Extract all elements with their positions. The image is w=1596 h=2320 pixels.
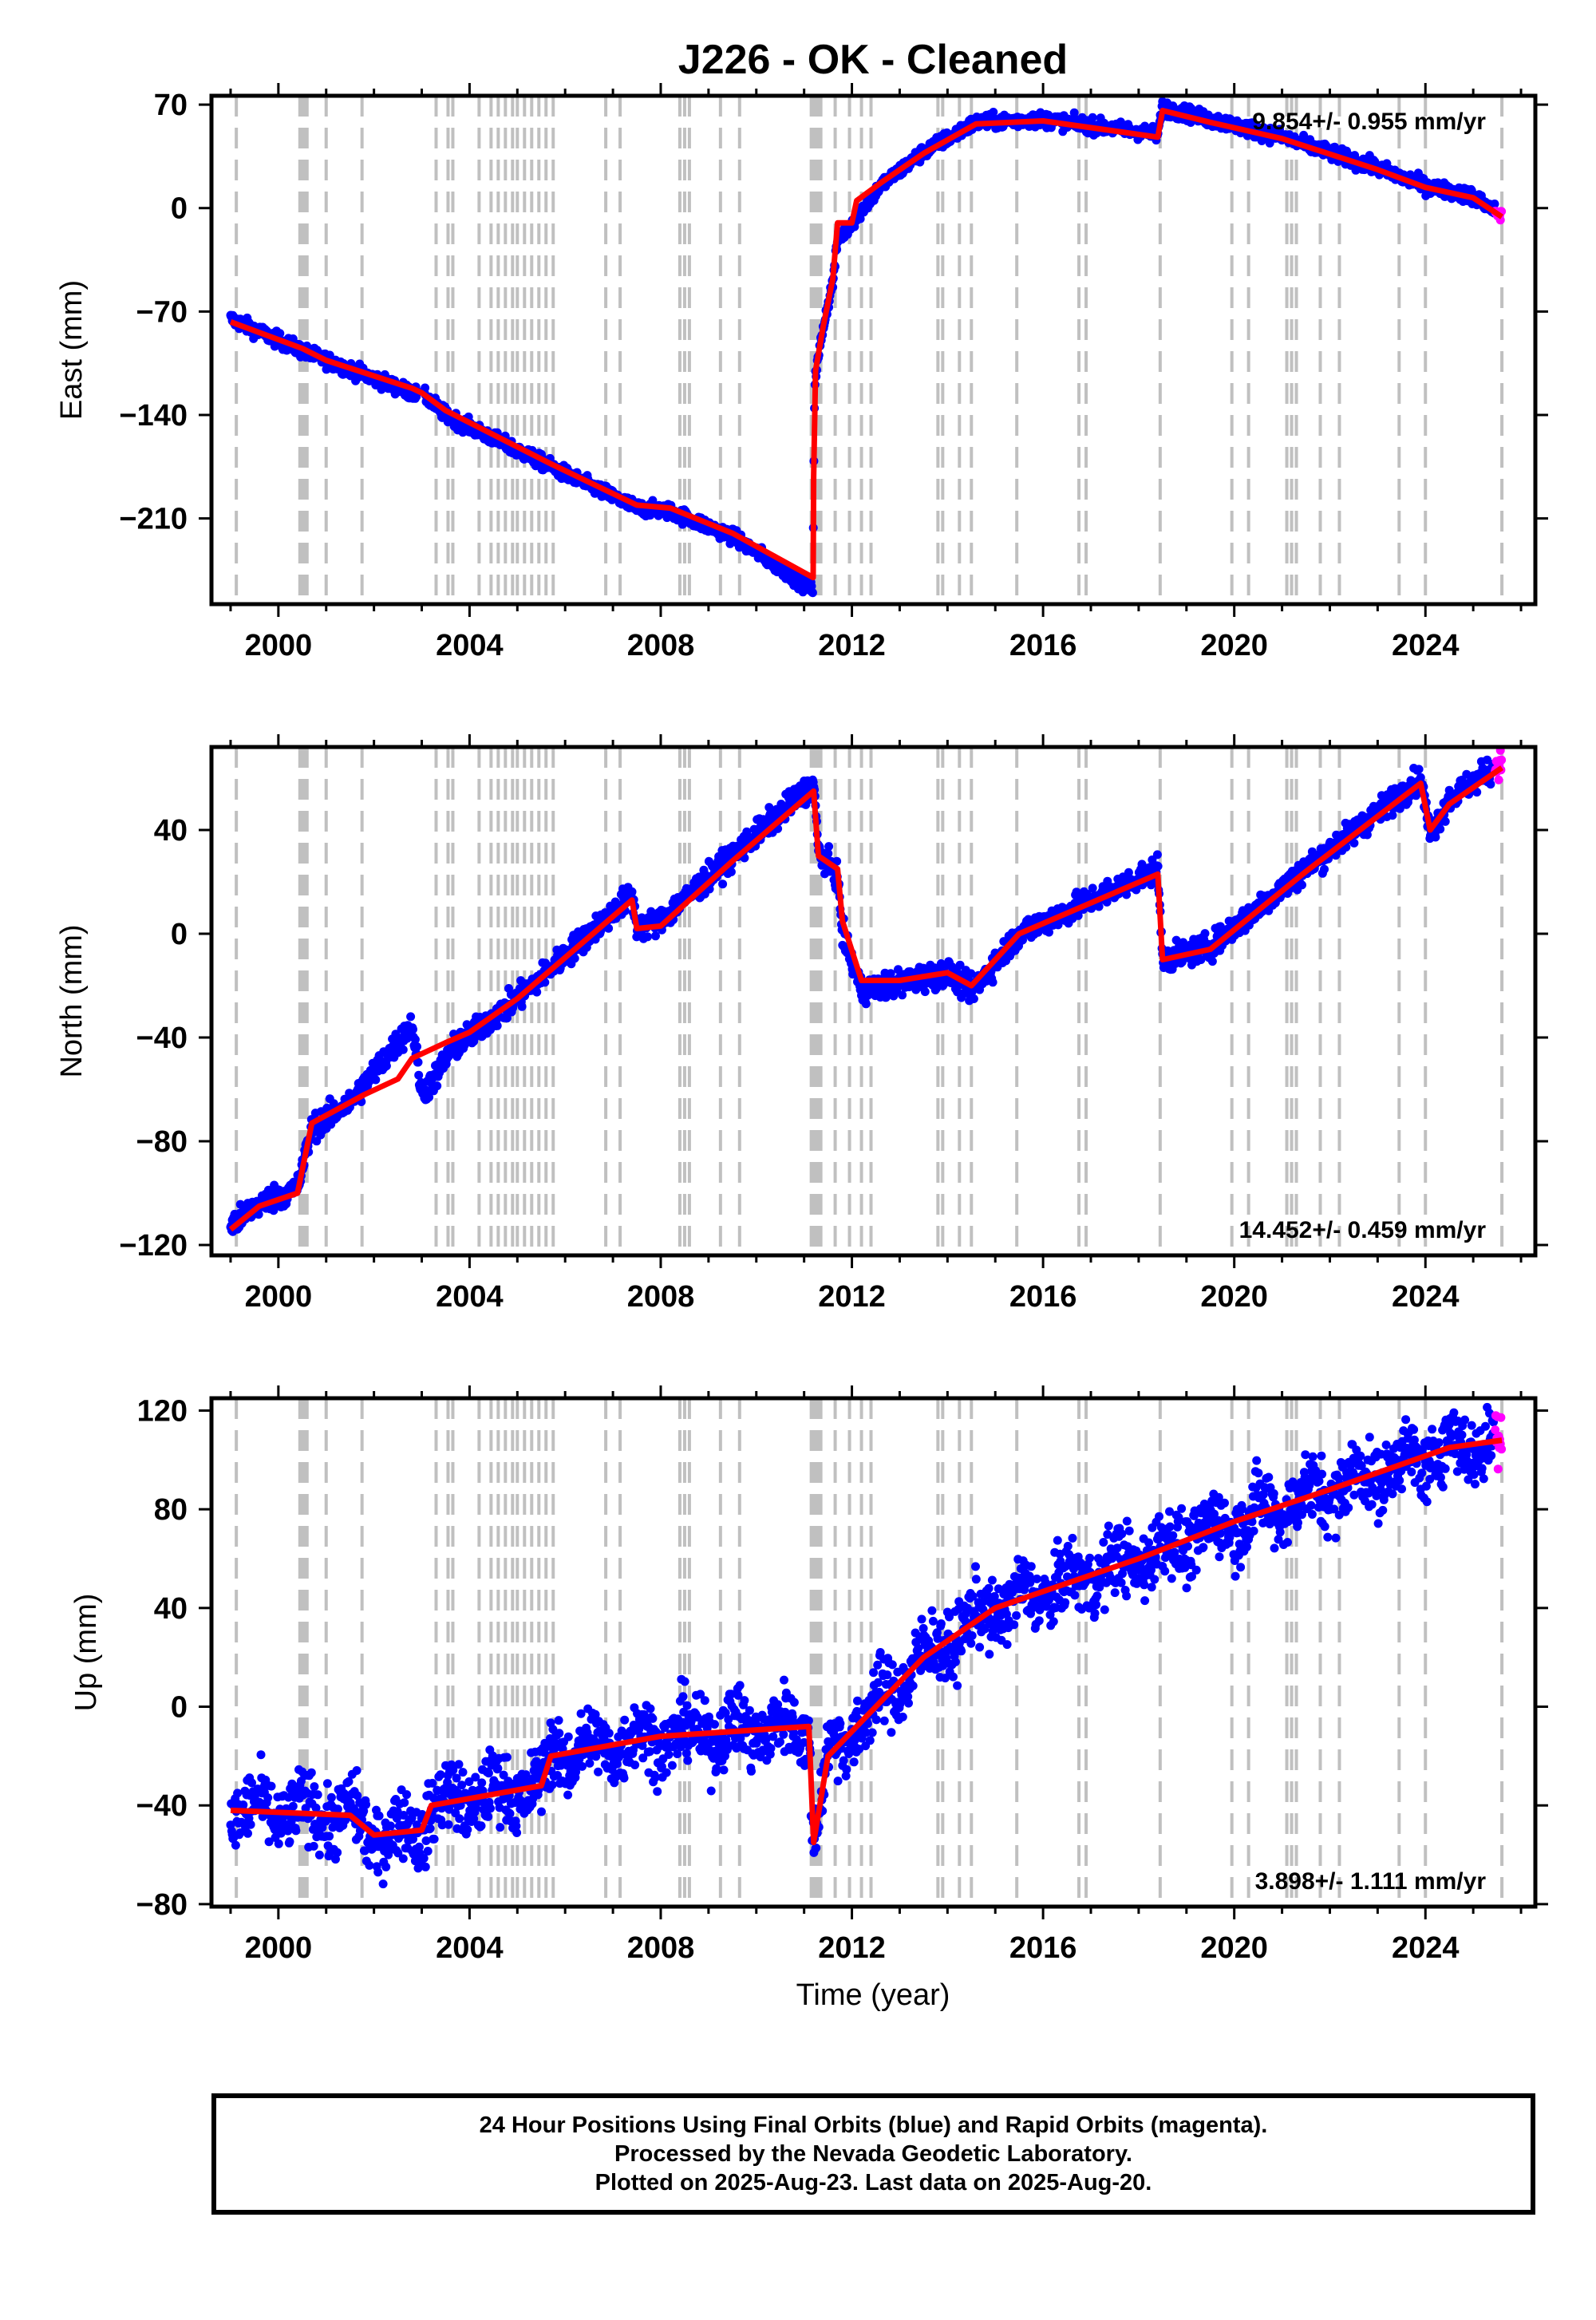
final-orbit-point (921, 987, 930, 996)
x-tick-label: 2020 (1200, 1280, 1268, 1314)
final-orbit-point (989, 978, 998, 986)
y-tick-label: 70 (154, 89, 188, 122)
x-tick-label: 2016 (1009, 629, 1077, 662)
final-orbit-point (628, 887, 637, 896)
final-orbit-point (382, 1061, 391, 1070)
x-tick-label: 2012 (818, 629, 886, 662)
final-orbit-point (518, 1002, 527, 1011)
x-tick-label: 2000 (245, 1280, 313, 1314)
y-tick-label: −70 (136, 295, 188, 329)
final-orbit-point (231, 1841, 240, 1850)
final-orbit-point (1153, 850, 1162, 859)
final-orbit-point (1320, 865, 1329, 874)
final-orbit-point (314, 1790, 322, 1799)
final-orbit-point (532, 988, 541, 997)
plot-area (227, 746, 1507, 1255)
final-orbit-point (1441, 817, 1450, 826)
panel-frame (211, 747, 1535, 1255)
final-orbit-point (353, 1766, 361, 1775)
y-tick-label: 0 (171, 918, 188, 951)
final-orbit-point (727, 868, 736, 876)
final-orbit-point (433, 1081, 441, 1090)
final-orbit-point (1415, 765, 1424, 773)
plot-area (227, 96, 1507, 604)
x-tick-label: 2008 (627, 629, 695, 662)
x-tick-label: 2004 (436, 629, 504, 662)
final-orbit-point (1486, 780, 1495, 788)
final-orbit-point (286, 1837, 294, 1846)
final-orbit-point (323, 1779, 332, 1788)
x-tick-label: 2004 (436, 1280, 504, 1314)
plot-area (227, 1398, 1507, 1907)
final-orbit-point (333, 1848, 342, 1857)
x-tick-label: 2024 (1392, 629, 1460, 662)
final-orbit-point (310, 1842, 318, 1851)
final-orbit-point (1298, 880, 1306, 889)
rapid-orbit-point (1495, 776, 1503, 785)
final-orbit-point (808, 588, 817, 597)
final-orbit-point (406, 1012, 415, 1021)
y-tick-label: −140 (119, 399, 188, 433)
x-tick-label: 2012 (818, 1280, 886, 1314)
final-orbit-point (1154, 862, 1163, 871)
rate-annotation: 9.854+/- 0.955 mm/yr (1252, 109, 1486, 135)
final-orbit-point (493, 1022, 502, 1030)
x-tick-label: 2008 (627, 1280, 695, 1314)
panel-2: 2000 2004 2008 2012 2016 2020 2024 40 0 −40 −80 −12… (55, 734, 1548, 1314)
figure-title: J226 - OK - Cleaned (678, 37, 1068, 83)
y-axis-label: East (mm) (55, 280, 89, 420)
final-orbit-point (651, 931, 660, 940)
final-orbit-point (233, 1788, 242, 1797)
rate-annotation: 14.452+/- 0.459 mm/yr (1239, 1217, 1487, 1243)
panel-frame (211, 96, 1535, 604)
y-tick-label: −120 (119, 1229, 188, 1263)
final-orbit-point (718, 879, 727, 888)
y-tick-label: −80 (136, 1125, 188, 1159)
final-orbit-point (1088, 113, 1097, 122)
final-orbit-point (413, 1042, 421, 1051)
final-orbit-point (325, 1832, 334, 1840)
final-orbit-point (310, 1782, 318, 1791)
panel-1: 2000 2004 2008 2012 2016 2020 2024 70 0 −70 −140 −2… (55, 83, 1548, 662)
model-line (231, 111, 1502, 578)
final-orbit-point (1088, 883, 1097, 892)
final-orbit-point (970, 994, 978, 1003)
x-tick-label: 2020 (1200, 629, 1268, 662)
final-orbit-point (1201, 929, 1210, 938)
final-orbit-point (307, 1769, 316, 1777)
final-orbit-point (327, 1793, 336, 1802)
final-orbit-point (247, 1820, 255, 1829)
final-orbit-point (898, 990, 907, 999)
y-axis-label: North (mm) (55, 924, 89, 1077)
final-orbit-point (1436, 824, 1444, 833)
final-orbit-point (862, 999, 871, 1008)
final-orbit-point (289, 1802, 298, 1811)
final-orbit-point (243, 1829, 252, 1838)
y-tick-label: −210 (119, 503, 188, 536)
rapid-orbit-point (1497, 756, 1506, 765)
final-orbit-point (315, 1851, 324, 1860)
final-orbit-point (824, 842, 833, 851)
final-orbit-point (371, 1076, 380, 1085)
final-orbit-point (399, 1045, 408, 1054)
final-orbit-point (267, 1782, 276, 1791)
panels: 2000 2004 2008 2012 2016 2020 2024 70 0 −70 −140 −2… (55, 83, 1548, 1965)
x-tick-label: 2024 (1392, 1280, 1460, 1314)
final-orbit-point (291, 1826, 300, 1835)
final-orbit-point (643, 932, 652, 941)
x-tick-label: 2000 (245, 629, 313, 662)
y-tick-label: 40 (154, 814, 188, 848)
final-orbit-point (275, 1840, 283, 1848)
final-orbit-point (409, 1025, 417, 1034)
y-tick-label: −40 (136, 1022, 188, 1055)
final-orbit-point (263, 1793, 272, 1802)
final-orbit-point (257, 1750, 266, 1759)
final-orbit-point (1208, 957, 1217, 966)
x-tick-label: 2016 (1009, 1280, 1077, 1314)
y-tick-label: 0 (171, 192, 188, 226)
